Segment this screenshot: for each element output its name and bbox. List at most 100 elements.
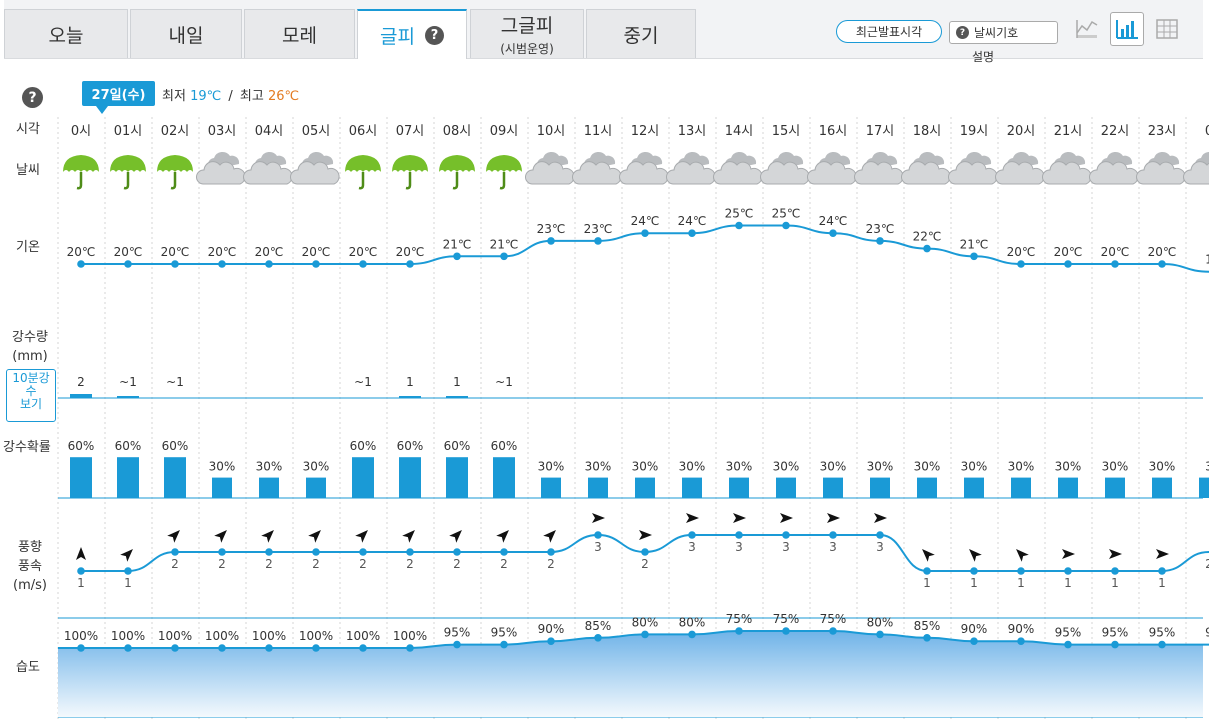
- tab-1[interactable]: 오늘: [4, 9, 128, 58]
- ten-min-rain-button[interactable]: 10분강 수 보기: [6, 369, 56, 422]
- temperature-label: 23℃: [537, 222, 566, 236]
- help-icon: ?: [956, 26, 969, 39]
- probability-bar: [776, 477, 796, 498]
- tab-label: 모레: [282, 24, 317, 47]
- max-temp-label: 최고: [239, 89, 264, 104]
- humidity-label: 100%: [346, 629, 380, 643]
- humidity-label: 9: [1205, 626, 1209, 640]
- probability-bar: [446, 457, 468, 498]
- wind-speed-label: 2: [1205, 557, 1209, 571]
- humidity-point: [688, 630, 696, 639]
- row-label-wind: 풍향 풍속 (m/s): [8, 538, 52, 595]
- row-label-temperature: 기온: [16, 240, 40, 255]
- humidity-point: [782, 627, 790, 635]
- wind-point: [970, 567, 978, 575]
- row-label-humidity: 습도: [16, 660, 40, 675]
- humidity-label: 90%: [1008, 622, 1035, 636]
- wind-point: [77, 567, 85, 575]
- wind-speed-label: 1: [1158, 576, 1166, 590]
- date-badge: 27일(수): [82, 81, 155, 114]
- tab-3[interactable]: 모레: [244, 9, 355, 58]
- cloud-icon: [760, 151, 810, 185]
- tab-4[interactable]: 글피?: [357, 9, 467, 59]
- umbrella-icon: [157, 155, 193, 190]
- probability-label: 3: [1205, 460, 1209, 474]
- wind-arrow-icon: [686, 513, 699, 523]
- wind-point: [641, 548, 649, 556]
- wind-arrow-icon: [922, 549, 935, 562]
- probability-bar: [1152, 477, 1172, 498]
- precip-label: 강수량: [12, 330, 48, 345]
- wind-arrow-icon: [1016, 549, 1029, 562]
- cloud-icon: [525, 151, 575, 185]
- wind-arrow-icon: [1156, 549, 1169, 559]
- wind-speed-label: 1: [124, 576, 132, 590]
- page-help-icon[interactable]: ?: [22, 87, 43, 108]
- wind-arrow-icon: [543, 530, 556, 543]
- temperature-label: 24℃: [631, 214, 660, 228]
- hour-label: 04시: [255, 124, 284, 139]
- hour-label: 16시: [819, 124, 848, 139]
- wind-speed-label: 2: [312, 557, 320, 571]
- humidity-label: 75%: [820, 612, 847, 626]
- probability-bar: [682, 477, 702, 498]
- line-chart-view-button[interactable]: [1070, 12, 1104, 46]
- probability-label: 30%: [773, 460, 800, 474]
- temperature-point: [641, 229, 649, 237]
- precip-bar: [399, 396, 421, 398]
- temperature-point: [1017, 260, 1025, 268]
- wind-arrow-icon: [874, 513, 887, 523]
- hour-label: 0: [1205, 124, 1209, 139]
- tab-6[interactable]: 중기: [586, 9, 696, 58]
- temperature-label: 20℃: [208, 245, 237, 259]
- umbrella-icon: [486, 155, 522, 190]
- weather-symbol-legend-button[interactable]: ? 날씨기호: [949, 21, 1058, 44]
- temperature-point: [829, 229, 837, 237]
- help-icon[interactable]: ?: [424, 25, 444, 45]
- tab-2[interactable]: 내일: [130, 9, 242, 58]
- umbrella-icon: [345, 155, 381, 190]
- bar-chart-view-button[interactable]: [1110, 12, 1144, 46]
- wind-arrow-icon: [639, 530, 652, 540]
- hour-label: 02시: [161, 124, 190, 139]
- temperature-label: 20℃: [396, 245, 425, 259]
- temperature-label: 22℃: [913, 230, 942, 244]
- humidity-label: 100%: [111, 629, 145, 643]
- recent-announce-time-button[interactable]: 최근발표시각: [836, 20, 942, 43]
- probability-label: 60%: [68, 439, 95, 453]
- humidity-point: [265, 644, 273, 652]
- humidity-point: [453, 640, 461, 649]
- table-view-button[interactable]: [1150, 12, 1184, 46]
- wind-speed-label: 1: [77, 576, 85, 590]
- probability-label: 30%: [679, 460, 706, 474]
- humidity-point: [406, 644, 414, 652]
- wind-direction-label: 풍향: [18, 540, 42, 555]
- hour-label: 13시: [678, 124, 707, 139]
- humidity-label: 100%: [158, 629, 192, 643]
- tab-5[interactable]: 그글피 (시범운영): [470, 9, 584, 58]
- probability-bar: [399, 457, 421, 498]
- precip-label: ~1: [119, 375, 137, 389]
- humidity-label: 95%: [1102, 626, 1129, 640]
- tab-label: 그글피: [500, 15, 554, 37]
- temperature-label: 23℃: [866, 222, 895, 236]
- humidity-area: [58, 631, 1209, 717]
- wind-speed-label: 2: [500, 557, 508, 571]
- humidity-point: [77, 644, 85, 652]
- humidity-label: 75%: [773, 612, 800, 626]
- row-label-weather: 날씨: [16, 163, 40, 178]
- hour-label: 05시: [302, 124, 331, 139]
- wind-point: [829, 531, 837, 539]
- temperature-label: 20℃: [1101, 245, 1130, 259]
- temperature-point: [594, 237, 602, 245]
- hour-label: 15시: [772, 124, 801, 139]
- max-temp-value: 26℃: [267, 89, 300, 104]
- probability-bar: [164, 457, 186, 498]
- hour-label: 07시: [396, 124, 425, 139]
- wind-point: [1064, 567, 1072, 575]
- hour-label: 09시: [490, 124, 519, 139]
- rain-btn-line-1: 10분강: [12, 371, 50, 385]
- separator: /: [228, 89, 233, 104]
- humidity-point: [171, 644, 179, 652]
